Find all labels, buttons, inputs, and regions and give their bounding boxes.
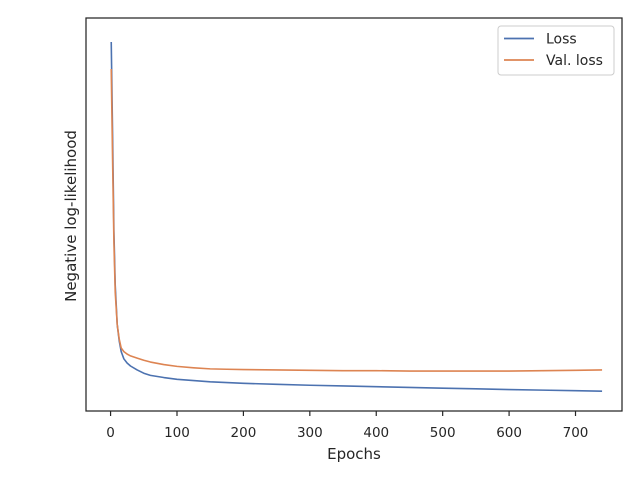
x-tick-label: 600 [496, 425, 522, 441]
x-tick-label: 100 [164, 425, 190, 441]
series-layer [110, 41, 603, 392]
x-tick-label: 200 [231, 425, 257, 441]
x-axis-label: Epochs [327, 445, 381, 463]
x-tick-label: 700 [563, 425, 589, 441]
series-line-val-loss [110, 68, 603, 372]
x-tick-label: 400 [363, 425, 389, 441]
legend-label-loss: Loss [546, 32, 577, 48]
y-axis-label: Negative log-likelihood [62, 130, 80, 302]
legend-label-val-loss: Val. loss [546, 53, 603, 69]
legend: Loss Val. loss [497, 25, 615, 76]
series-line-loss [110, 41, 603, 392]
x-tick-label: 500 [430, 425, 456, 441]
x-axis-ticks: 0 100 200 300 400 500 600 700 [106, 411, 588, 441]
x-tick-label: 0 [106, 425, 115, 441]
plot-frame [85, 17, 623, 412]
x-tick-label: 300 [297, 425, 323, 441]
